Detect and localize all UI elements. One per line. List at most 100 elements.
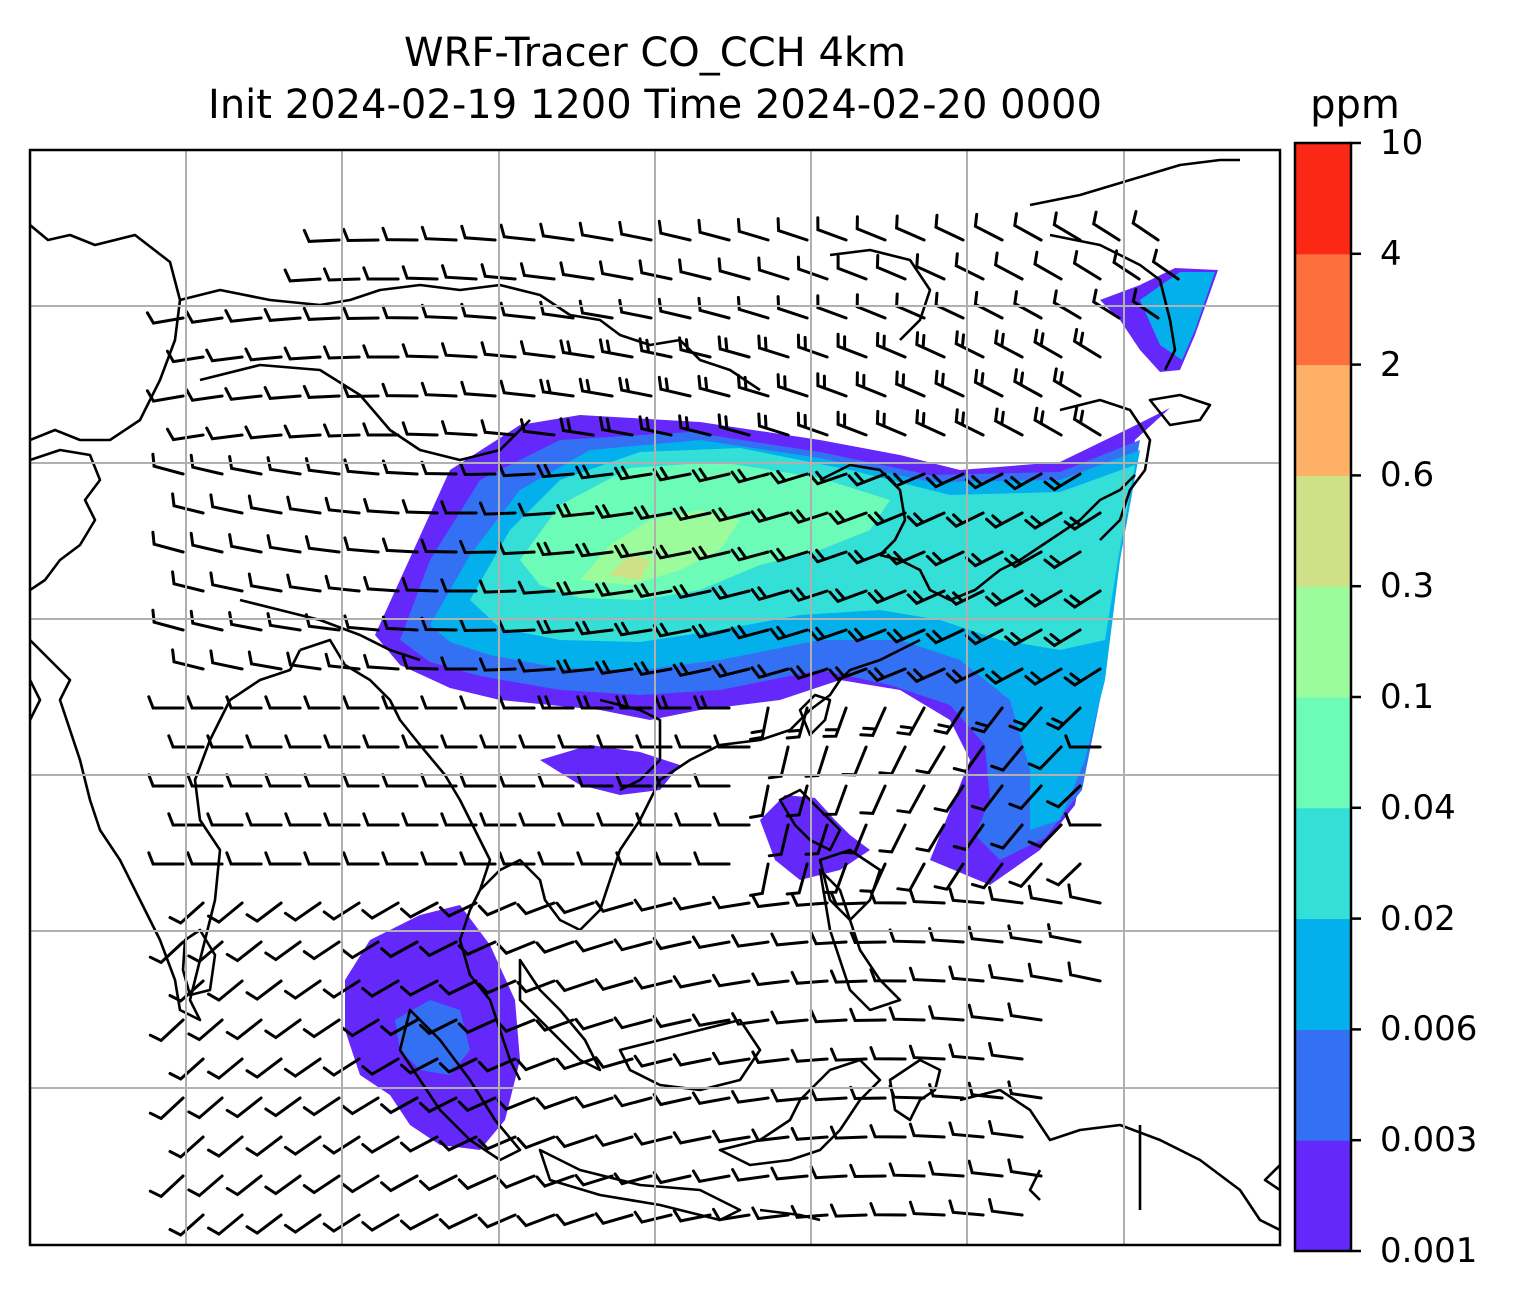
wind-barb [519, 340, 556, 359]
wind-barb [896, 706, 926, 736]
wind-barb [225, 851, 263, 866]
wind-barb [559, 261, 595, 281]
wind-barb [363, 497, 400, 515]
wind-barb [578, 377, 614, 398]
wind-barb [736, 373, 770, 398]
wind-barb [245, 1135, 283, 1157]
wind-barb [973, 212, 1004, 242]
wind-barb [614, 543, 653, 559]
wind-barb [539, 222, 575, 242]
wind-barb [990, 823, 1024, 850]
wind-barb [381, 695, 419, 710]
wind-barb [460, 302, 497, 320]
wind-barb [808, 548, 848, 564]
wind-barb [829, 1203, 868, 1218]
wind-barb [362, 266, 400, 281]
wind-barb [1047, 923, 1082, 944]
wind-barb [342, 383, 380, 399]
wind-barb [915, 823, 946, 853]
wind-barb [381, 459, 419, 476]
wind-barb [822, 784, 848, 816]
wind-barb [908, 1044, 946, 1061]
wind-barb [381, 537, 419, 554]
wind-barb [459, 773, 497, 788]
colorbar-tick-label: 0.1 [1380, 677, 1435, 717]
wind-barb [228, 611, 263, 632]
wind-barb [769, 547, 809, 563]
wind-barb [717, 413, 751, 437]
wind-barb [499, 301, 536, 320]
wind-barb [535, 940, 575, 954]
wind-barb [730, 468, 770, 484]
wind-barb [498, 695, 536, 710]
wind-barb [266, 534, 302, 554]
wind-barb [302, 228, 341, 243]
wind-barb [965, 472, 1004, 490]
wind-barb [245, 979, 283, 1001]
wind-barb [480, 263, 517, 281]
wind-barb [934, 213, 965, 242]
wind-barb [633, 976, 673, 990]
wind-barb [878, 823, 907, 854]
wind-barb [672, 897, 712, 911]
wind-barb [598, 338, 634, 359]
wind-barb [717, 335, 751, 359]
wind-barb [342, 695, 380, 710]
wind-barb [967, 1159, 1004, 1178]
wind-barb [420, 773, 458, 788]
wind-barb [751, 1128, 790, 1143]
wind-barb [480, 341, 517, 359]
wind-barb [849, 929, 887, 945]
wind-barb [1052, 289, 1082, 320]
wind-barb [459, 695, 497, 710]
wind-barb [205, 348, 244, 363]
wind-barb [264, 1096, 302, 1118]
wind-barb [264, 1174, 302, 1196]
wind-barb [1043, 550, 1082, 570]
wind-barb [171, 492, 205, 515]
wind-barb [519, 262, 556, 281]
wind-barb [225, 695, 263, 710]
wind-barb [693, 695, 731, 710]
wind-barb [816, 372, 848, 398]
wind-barb [1064, 734, 1102, 749]
wind-barb [967, 925, 1004, 944]
wind-barb [575, 464, 614, 480]
wind-barb [205, 426, 244, 441]
colorbar-segment [1295, 1140, 1351, 1252]
wind-barb [1063, 667, 1102, 687]
wind-barb [361, 979, 400, 998]
wind-barb [1067, 883, 1102, 905]
colorbar-segment [1295, 475, 1351, 587]
wind-barb [419, 1018, 458, 1036]
wind-barb [516, 901, 556, 916]
wind-barb [284, 1213, 322, 1234]
wind-barb [822, 862, 848, 894]
wind-barb [479, 812, 517, 827]
wind-barb [841, 745, 868, 777]
wind-barb [244, 347, 283, 362]
wind-barb [574, 1017, 614, 1031]
wind-barb [1064, 812, 1102, 827]
wind-barb [712, 895, 751, 910]
wind-barb [847, 471, 887, 487]
wind-barb [925, 472, 965, 489]
wind-barb [906, 667, 946, 684]
wind-barbs [145, 210, 1180, 1237]
wind-barb [304, 457, 341, 476]
wind-barb [284, 979, 322, 1000]
wind-barb [693, 851, 731, 866]
wind-barb [1008, 784, 1043, 811]
wind-barb [400, 1057, 439, 1075]
wind-barb [555, 979, 595, 993]
wind-barb [1004, 472, 1043, 491]
wind-barb [948, 1043, 985, 1061]
wind-barb [401, 812, 439, 827]
wind-barb [652, 544, 692, 560]
wind-barb [915, 331, 946, 359]
wind-barb [207, 1213, 244, 1236]
wind-barb [993, 329, 1024, 359]
wind-barb [1046, 784, 1082, 809]
wind-barb [1027, 962, 1063, 983]
wind-barb [322, 901, 361, 921]
